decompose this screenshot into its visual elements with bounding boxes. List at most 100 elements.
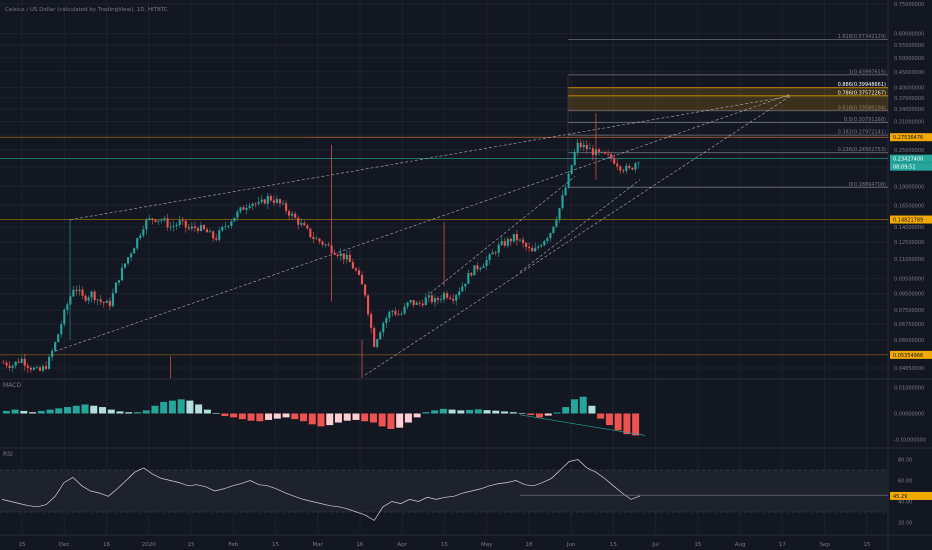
trendline[interactable] — [519, 179, 641, 273]
time-tick-label: 15 — [272, 542, 279, 548]
candle-body — [436, 298, 440, 301]
macd-bar — [11, 409, 19, 414]
price-badge-text: 0.14821789 — [893, 218, 923, 224]
candle-body — [427, 295, 430, 298]
candle-body — [473, 265, 476, 276]
candle-body — [637, 162, 640, 164]
candle-body — [11, 365, 14, 368]
price-candles — [2, 113, 640, 378]
price-tick-label: 0.60000000 — [894, 32, 924, 38]
candle-body — [248, 205, 251, 208]
macd-bar — [81, 404, 89, 414]
candle-body — [75, 289, 78, 292]
time-tick-label: Feb — [228, 542, 238, 548]
candle-body — [111, 293, 114, 307]
price-tick-label: 0.06000000 — [894, 338, 924, 344]
trendlines[interactable] — [0, 94, 888, 376]
candle-body — [600, 151, 604, 153]
candle-body — [178, 220, 181, 225]
candle-body — [379, 332, 382, 340]
candle-body — [321, 241, 324, 245]
macd-bar — [195, 404, 203, 414]
candle-body — [622, 170, 625, 172]
candle-body — [388, 311, 391, 319]
trendline[interactable] — [429, 176, 576, 294]
candle-body — [582, 144, 585, 148]
macd-bar — [466, 409, 474, 414]
candle-body — [105, 300, 108, 304]
time-tick-label: 18 — [525, 542, 532, 548]
candle-body — [187, 227, 190, 229]
candle-body — [26, 365, 29, 368]
candle-body — [245, 207, 248, 210]
candle-body — [48, 356, 51, 369]
candle-body — [175, 224, 178, 227]
candle-body — [60, 324, 63, 335]
macd-histogram — [2, 396, 646, 436]
candle-body — [181, 220, 184, 222]
candle-body — [452, 298, 455, 301]
macd-bar — [230, 413, 238, 418]
candle-body — [573, 151, 576, 166]
macd-bar — [177, 399, 185, 414]
candle-body — [318, 238, 321, 242]
macd-bar — [326, 413, 334, 426]
candle-body — [236, 211, 239, 218]
candle-body — [294, 213, 297, 218]
macd-bar — [265, 413, 273, 420]
trendline[interactable] — [69, 95, 791, 221]
candle-body — [610, 154, 613, 159]
time-tick-label: Jun — [566, 542, 576, 548]
price-tick-label: 0.12500000 — [894, 240, 924, 246]
candle-body — [166, 218, 169, 228]
candle-body — [239, 207, 242, 212]
macd-bar — [562, 407, 570, 414]
fib-level-label: 1(0.43997615) — [849, 69, 886, 75]
macd-bar — [387, 413, 395, 429]
candle-body — [291, 213, 294, 216]
candle-body — [90, 291, 93, 298]
candle-body — [591, 148, 594, 156]
candle-body — [133, 248, 136, 254]
macd-bar — [431, 410, 439, 414]
candle-body — [382, 323, 385, 333]
candle-body — [549, 233, 552, 239]
candle-body — [412, 300, 415, 305]
time-axis[interactable]: 15 Dec 16 2020 15 Feb 15 Mar 16 Apr 15 May 18 Jun 15 Ju… — [19, 542, 871, 548]
macd-bar — [107, 409, 115, 414]
candle-body — [439, 299, 443, 301]
candle-body — [215, 238, 218, 240]
candle-body — [193, 226, 196, 229]
candle-body — [288, 211, 291, 216]
candle-body — [117, 280, 121, 283]
candle-body — [333, 252, 336, 255]
price-tick-label: 0.11000000 — [894, 257, 924, 263]
candle-body — [488, 254, 491, 261]
price-badge-text: 0.05354966 — [893, 353, 923, 359]
candle-body — [184, 220, 187, 228]
candle-body — [306, 225, 309, 229]
time-tick-label: May — [481, 542, 493, 548]
candle-body — [209, 231, 212, 233]
candle-body — [576, 142, 579, 152]
candle-body — [66, 304, 69, 310]
candle-body — [230, 221, 233, 226]
macd-bar — [317, 413, 325, 427]
candle-body — [315, 238, 318, 240]
candle-body — [391, 310, 394, 312]
macd-divergence-line — [519, 414, 646, 436]
fib-level-label: 0.618(0.33580194) — [838, 105, 886, 111]
macd-bar — [37, 410, 45, 414]
time-tick-label: Jul — [651, 542, 659, 548]
fib-level-label: 1.618(0.57342129) — [838, 34, 886, 40]
time-tick-label: Apr — [397, 542, 407, 548]
candle-body — [497, 244, 500, 253]
macd-bar — [238, 413, 246, 420]
fibonacci-retracement[interactable]: 1.618(0.57342129) 1(0.43997615) 0.886(0.39… — [567, 34, 888, 188]
candle-body — [281, 203, 285, 205]
candle-body — [23, 358, 26, 366]
price-badge-text: 0.27536476 — [893, 135, 923, 141]
candle-body — [35, 367, 39, 369]
chart-title: Celsius / US Dollar (calculated by Tradi… — [5, 7, 168, 13]
